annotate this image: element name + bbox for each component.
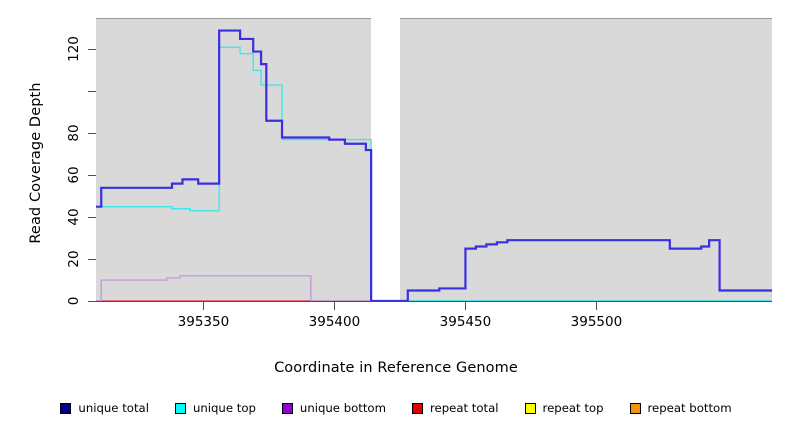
legend-label: unique bottom [299,401,386,416]
y-tick-mark [88,49,96,51]
y-tick-label: 40 [66,208,82,226]
y-tick-mark [88,301,96,302]
legend-item-repeat-bottom: repeat bottom [629,401,732,416]
y-tick-mark [88,133,96,135]
y-tick-label: 0 [66,296,82,306]
x-tick-mark [596,302,598,310]
x-tick-label: 395500 [570,314,623,330]
legend-item-unique-top: unique top [174,401,256,416]
series-unique-top [96,46,772,301]
x-tick-label: 395350 [177,314,230,330]
legend-item-unique-total: unique total [60,401,149,416]
x-tick-mark [203,302,205,310]
y-axis-title: Read Coverage Depth [28,82,44,244]
y-tick-mark [88,175,96,177]
legend-item-unique-bottom: unique bottom [281,401,386,416]
legend-swatch-icon [281,403,293,415]
x-tick-mark [465,302,467,310]
y-tick-mark [88,259,96,261]
x-tick-mark [334,302,336,310]
y-tick-mark [88,91,96,93]
x-tick-label: 395400 [308,314,361,330]
chart-legend: unique total unique top unique bottom repea… [0,398,792,420]
plot-panel [96,18,772,302]
series-lines [96,29,772,301]
legend-label: repeat bottom [647,401,732,416]
series-unique-total [96,29,772,301]
x-axis-title: Coordinate in Reference Genome [274,360,518,376]
x-axis-line [96,301,772,302]
legend-item-repeat-total: repeat total [411,401,499,416]
panel-background-left [96,18,372,302]
legend-swatch-icon [411,403,423,415]
legend-swatch-icon [524,403,536,415]
x-tick-label: 395450 [439,314,492,330]
legend-label: unique total [78,401,149,416]
y-tick-label: 80 [66,124,82,142]
legend-item-repeat-top: repeat top [524,401,604,416]
y-tick-label: 120 [66,36,82,63]
legend-label: repeat total [429,401,499,416]
y-tick-label: 60 [66,166,82,184]
y-tick-label: 20 [66,250,82,268]
panel-background-right [399,18,772,302]
legend-swatch-icon [174,403,186,415]
legend-label: unique top [192,401,256,416]
series-unique-bottom [96,275,772,301]
legend-swatch-icon [60,403,72,415]
y-tick-mark [88,217,96,219]
legend-swatch-icon [629,403,641,415]
legend-label: repeat top [542,401,604,416]
